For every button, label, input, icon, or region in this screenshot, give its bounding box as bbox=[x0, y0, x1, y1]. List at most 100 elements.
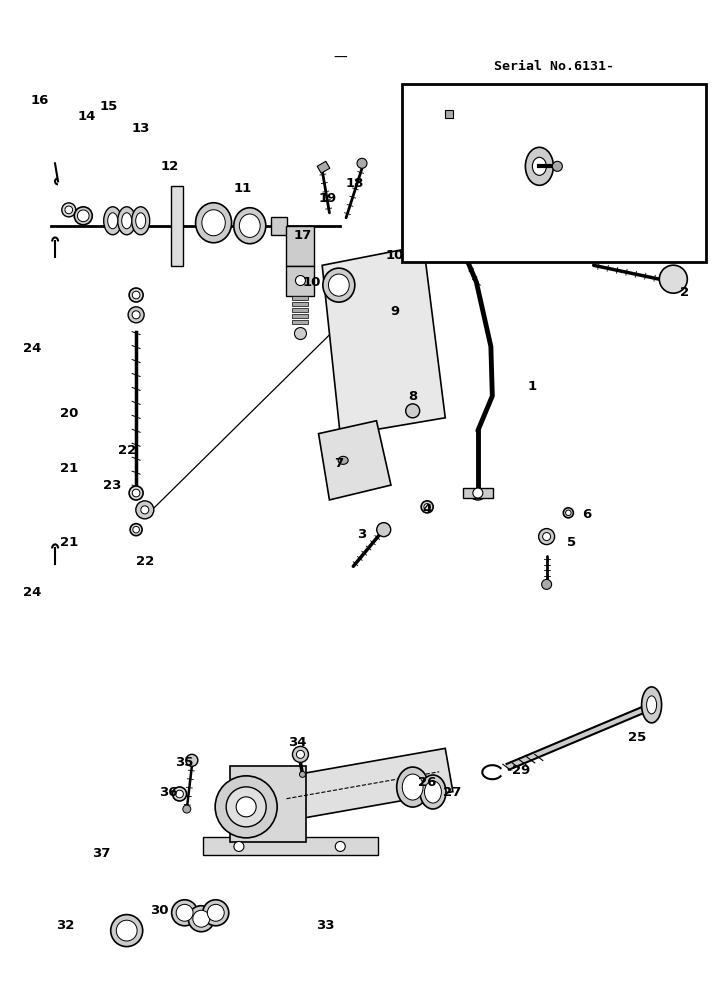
Bar bbox=[287, 265, 314, 296]
Text: 24: 24 bbox=[23, 342, 42, 355]
Polygon shape bbox=[253, 748, 453, 826]
Ellipse shape bbox=[118, 207, 135, 235]
Circle shape bbox=[234, 842, 244, 851]
Ellipse shape bbox=[397, 767, 429, 807]
Ellipse shape bbox=[471, 490, 485, 500]
Ellipse shape bbox=[122, 213, 132, 229]
Text: 4: 4 bbox=[423, 503, 432, 517]
Text: 27: 27 bbox=[443, 785, 462, 799]
Circle shape bbox=[182, 805, 191, 813]
Bar bbox=[230, 766, 306, 842]
Bar bbox=[292, 302, 308, 306]
Text: 23: 23 bbox=[103, 478, 122, 492]
Circle shape bbox=[186, 754, 198, 766]
Circle shape bbox=[65, 206, 72, 214]
Ellipse shape bbox=[135, 213, 146, 229]
Circle shape bbox=[136, 501, 153, 519]
Ellipse shape bbox=[647, 696, 657, 714]
Ellipse shape bbox=[236, 797, 256, 817]
Circle shape bbox=[405, 404, 420, 418]
Ellipse shape bbox=[526, 148, 553, 185]
Bar bbox=[292, 314, 308, 318]
Circle shape bbox=[295, 328, 306, 340]
Text: 30: 30 bbox=[150, 904, 169, 918]
Text: —: — bbox=[334, 50, 347, 64]
Circle shape bbox=[172, 787, 187, 801]
Text: 7: 7 bbox=[334, 456, 343, 470]
Circle shape bbox=[132, 527, 140, 533]
Text: 2: 2 bbox=[680, 285, 689, 299]
Ellipse shape bbox=[403, 774, 423, 800]
Text: 29: 29 bbox=[512, 763, 531, 777]
Polygon shape bbox=[322, 246, 445, 436]
Text: 12: 12 bbox=[161, 159, 180, 173]
Circle shape bbox=[292, 746, 308, 762]
Ellipse shape bbox=[226, 787, 266, 827]
Text: 26: 26 bbox=[418, 775, 437, 789]
Circle shape bbox=[132, 291, 140, 299]
Circle shape bbox=[563, 508, 573, 518]
Ellipse shape bbox=[75, 207, 92, 225]
Circle shape bbox=[542, 533, 551, 541]
Bar bbox=[172, 186, 183, 265]
Circle shape bbox=[424, 504, 431, 510]
Ellipse shape bbox=[420, 775, 446, 809]
Text: 10: 10 bbox=[385, 248, 404, 262]
Text: 6: 6 bbox=[582, 508, 591, 522]
Bar bbox=[317, 161, 330, 173]
Circle shape bbox=[130, 524, 142, 536]
Ellipse shape bbox=[532, 157, 547, 175]
Circle shape bbox=[335, 842, 345, 851]
Text: 18: 18 bbox=[345, 176, 364, 190]
Ellipse shape bbox=[195, 203, 232, 243]
Bar bbox=[402, 84, 706, 262]
Ellipse shape bbox=[193, 910, 210, 928]
Text: 1: 1 bbox=[528, 379, 536, 393]
Circle shape bbox=[128, 307, 144, 323]
Text: 32: 32 bbox=[56, 919, 75, 933]
Ellipse shape bbox=[234, 208, 266, 244]
Bar bbox=[292, 308, 308, 312]
Text: 25: 25 bbox=[628, 731, 647, 744]
Bar bbox=[292, 320, 308, 324]
Ellipse shape bbox=[77, 210, 89, 222]
Circle shape bbox=[62, 203, 76, 217]
Text: 20: 20 bbox=[59, 407, 78, 421]
Ellipse shape bbox=[202, 210, 225, 236]
Circle shape bbox=[357, 158, 367, 168]
Ellipse shape bbox=[207, 904, 224, 922]
Circle shape bbox=[295, 275, 306, 285]
Text: 14: 14 bbox=[77, 110, 96, 124]
Circle shape bbox=[376, 523, 391, 537]
Ellipse shape bbox=[338, 456, 348, 464]
Text: 22: 22 bbox=[135, 554, 154, 568]
Text: 8: 8 bbox=[408, 389, 417, 403]
Text: 22: 22 bbox=[117, 444, 136, 457]
Circle shape bbox=[132, 489, 140, 497]
Ellipse shape bbox=[104, 207, 122, 235]
Text: 10: 10 bbox=[302, 275, 321, 289]
Circle shape bbox=[129, 486, 143, 500]
Circle shape bbox=[300, 771, 306, 777]
Circle shape bbox=[176, 790, 183, 798]
Circle shape bbox=[473, 488, 483, 498]
Bar bbox=[445, 110, 453, 118]
Ellipse shape bbox=[641, 687, 662, 723]
Text: 15: 15 bbox=[99, 100, 118, 114]
Circle shape bbox=[421, 501, 433, 513]
Circle shape bbox=[542, 579, 552, 589]
Text: 16: 16 bbox=[30, 94, 49, 108]
Ellipse shape bbox=[215, 776, 277, 838]
Circle shape bbox=[140, 506, 149, 514]
Text: 33: 33 bbox=[316, 919, 335, 933]
Circle shape bbox=[296, 750, 305, 758]
Text: 13: 13 bbox=[132, 122, 151, 136]
Bar bbox=[271, 217, 287, 235]
Circle shape bbox=[129, 288, 143, 302]
Circle shape bbox=[660, 265, 687, 293]
Ellipse shape bbox=[176, 904, 193, 922]
Bar bbox=[292, 296, 308, 300]
Text: 34: 34 bbox=[287, 736, 306, 749]
Ellipse shape bbox=[203, 900, 229, 926]
Text: 5: 5 bbox=[568, 536, 576, 549]
